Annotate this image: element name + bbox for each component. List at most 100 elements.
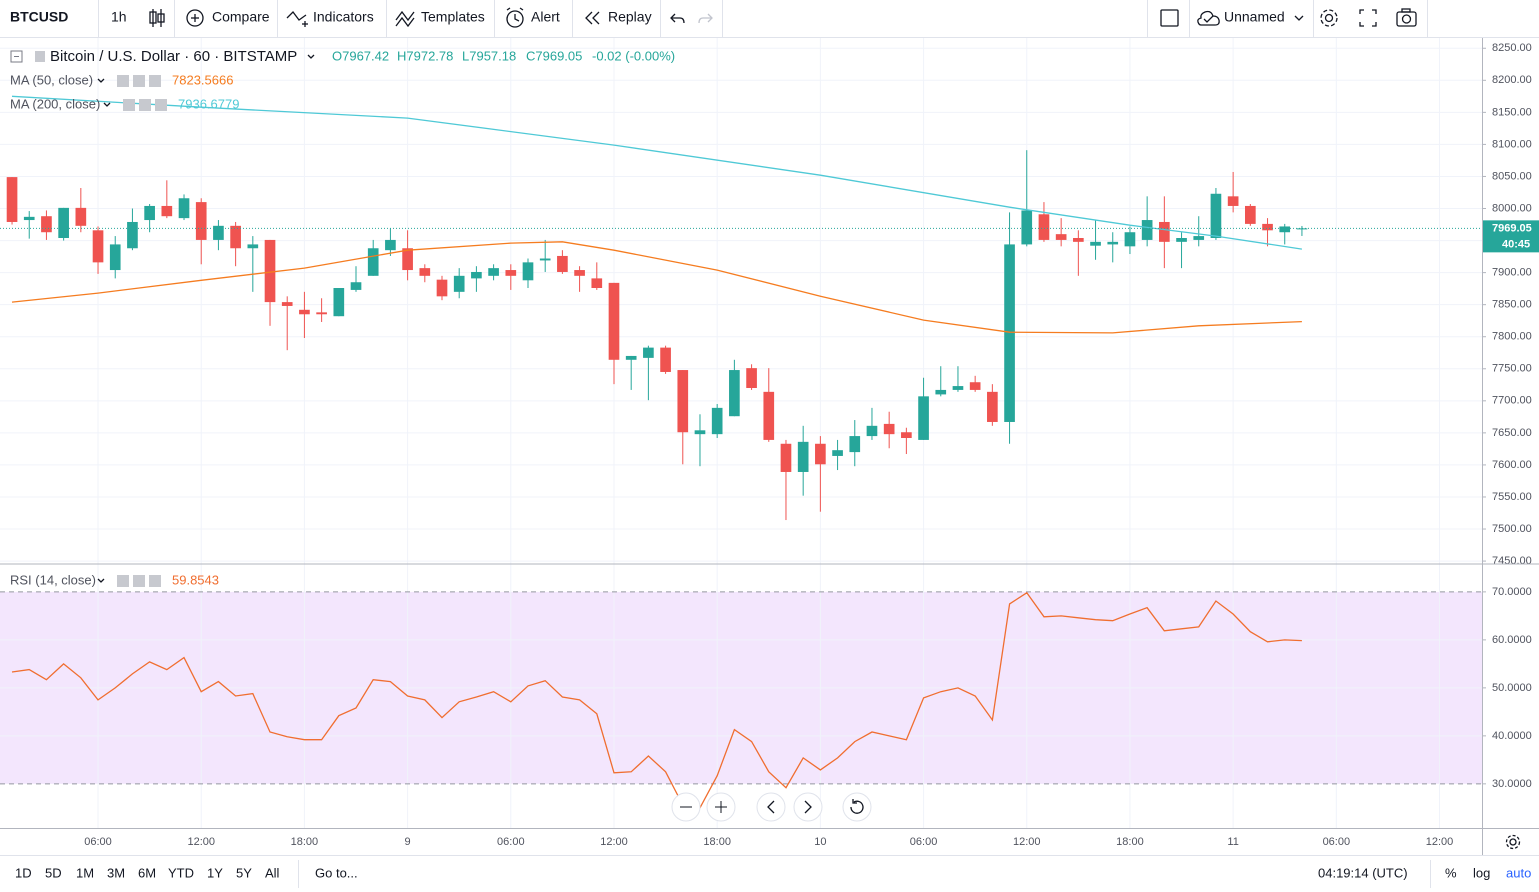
ma200-controls[interactable] [123, 99, 167, 111]
layout-name[interactable]: Unnamed [1224, 9, 1285, 25]
y-tick-label: 7900.00 [1492, 267, 1532, 279]
indicators-icon[interactable] [286, 11, 308, 27]
ma50-legend[interactable]: MA (50, close) [10, 72, 93, 87]
range-button[interactable]: 1Y [207, 865, 223, 880]
range-button[interactable]: 1D [15, 865, 32, 880]
range-button[interactable]: 6M [138, 865, 156, 880]
undo-icon[interactable] [670, 13, 685, 24]
alert-button[interactable]: Alert [531, 9, 560, 25]
candle-body [1262, 223, 1273, 231]
templates-button[interactable]: Templates [421, 9, 485, 25]
candle-body [574, 270, 585, 276]
candle-body [367, 248, 379, 276]
candle-body [677, 370, 689, 433]
candle-body [1055, 234, 1067, 240]
candle-body [436, 279, 448, 297]
candle-body [230, 225, 241, 249]
candle-body [109, 244, 121, 271]
percent-toggle[interactable]: % [1445, 865, 1457, 880]
candle-body [1210, 193, 1222, 238]
candle-body [987, 391, 998, 422]
candle-body [1090, 241, 1101, 246]
scroll-right[interactable] [793, 792, 823, 822]
legend-menu[interactable] [307, 54, 315, 59]
candle-body [350, 282, 362, 290]
x-tick-label: 11 [1227, 836, 1238, 848]
x-tick-label: 12:00 [600, 836, 628, 848]
candle-body [247, 244, 259, 249]
y-tick-label: 50.0000 [1492, 682, 1532, 694]
settings-icon[interactable] [1320, 9, 1338, 27]
rsi-controls[interactable] [117, 575, 161, 587]
goto-button[interactable]: Go to... [315, 865, 358, 880]
range-button[interactable]: All [265, 865, 280, 880]
rsi-value: 59.8543 [172, 572, 219, 587]
legend-menu[interactable] [97, 578, 105, 583]
y-tick-label: 8150.00 [1492, 106, 1532, 118]
cloud-icon[interactable] [1197, 10, 1220, 26]
candle-body [608, 282, 620, 360]
range-button[interactable]: 3M [107, 865, 125, 880]
candle-body [1038, 214, 1050, 240]
candle-body [333, 288, 345, 317]
y-tick-label: 8250.00 [1492, 42, 1532, 54]
clock: 04:19:14 (UTC) [1318, 865, 1408, 880]
y-tick-label: 8000.00 [1492, 202, 1532, 214]
fullscreen-icon[interactable] [1359, 9, 1377, 27]
x-tick-label: 18:00 [291, 836, 319, 848]
candle-body [557, 255, 568, 272]
candle-body [1073, 238, 1084, 242]
replay-icon[interactable] [585, 11, 600, 25]
main-title: Bitcoin / U.S. Dollar · 60 · BITSTAMP [50, 48, 297, 65]
redo-icon[interactable] [698, 13, 713, 24]
y-tick-label: 40.0000 [1492, 730, 1532, 742]
candle-body [625, 355, 637, 360]
range-buttons: 1D 5D 1M 3M 6M YTD 1Y 5Y All [15, 865, 280, 880]
alert-icon[interactable] [506, 7, 524, 28]
ma200-legend[interactable]: MA (200, close) [10, 96, 100, 111]
interval[interactable]: 1h [111, 9, 127, 25]
candle-body [780, 443, 792, 472]
candle-body [471, 271, 482, 279]
range-button[interactable]: 5Y [236, 865, 252, 880]
candle-body [1124, 232, 1136, 247]
symbol[interactable]: BTCUSD [10, 9, 68, 25]
collapse-icon[interactable] [10, 50, 23, 63]
main-legend: Bitcoin / U.S. Dollar · 60 · BITSTAMP O7… [10, 48, 675, 111]
x-tick-label: 12:00 [1013, 836, 1041, 848]
candle-body [763, 391, 775, 440]
screenshot-icon[interactable] [1396, 8, 1417, 27]
x-tick-label: 06:00 [84, 836, 112, 848]
auto-toggle[interactable]: auto [1506, 865, 1531, 880]
y-tick-label: 8050.00 [1492, 170, 1532, 182]
legend-menu[interactable] [103, 102, 111, 107]
candle-body [75, 207, 87, 226]
range-button[interactable]: 5D [45, 865, 62, 880]
range-button[interactable]: 1M [76, 865, 94, 880]
drawing-toggle[interactable] [1160, 9, 1179, 27]
candle-body [952, 386, 964, 390]
compare-button[interactable]: Compare [212, 9, 270, 25]
candle-body [419, 268, 431, 276]
candle-body [385, 239, 396, 251]
templates-icon[interactable] [395, 10, 415, 28]
chart-type-icon[interactable] [149, 9, 165, 27]
log-toggle[interactable]: log [1473, 865, 1490, 880]
range-button[interactable]: YTD [168, 865, 194, 880]
indicators-button[interactable]: Indicators [313, 9, 374, 25]
legend-change: -0.02 (-0.00%) [592, 48, 675, 63]
ma50-controls[interactable] [117, 75, 161, 87]
reset-view[interactable] [842, 792, 872, 822]
legend-menu[interactable] [97, 78, 105, 83]
x-tick-label: 12:00 [187, 836, 215, 848]
compare-icon[interactable] [186, 9, 204, 27]
layout-menu[interactable] [1294, 15, 1304, 21]
replay-button[interactable]: Replay [608, 9, 652, 25]
candle-body [797, 441, 809, 472]
candle-body [1004, 244, 1015, 422]
candle-body [1193, 236, 1205, 240]
scroll-left[interactable] [756, 792, 786, 822]
y-tick-label: 7650.00 [1492, 427, 1532, 439]
rsi-title[interactable]: RSI (14, close) [10, 572, 96, 587]
axis-settings[interactable] [1505, 834, 1521, 850]
